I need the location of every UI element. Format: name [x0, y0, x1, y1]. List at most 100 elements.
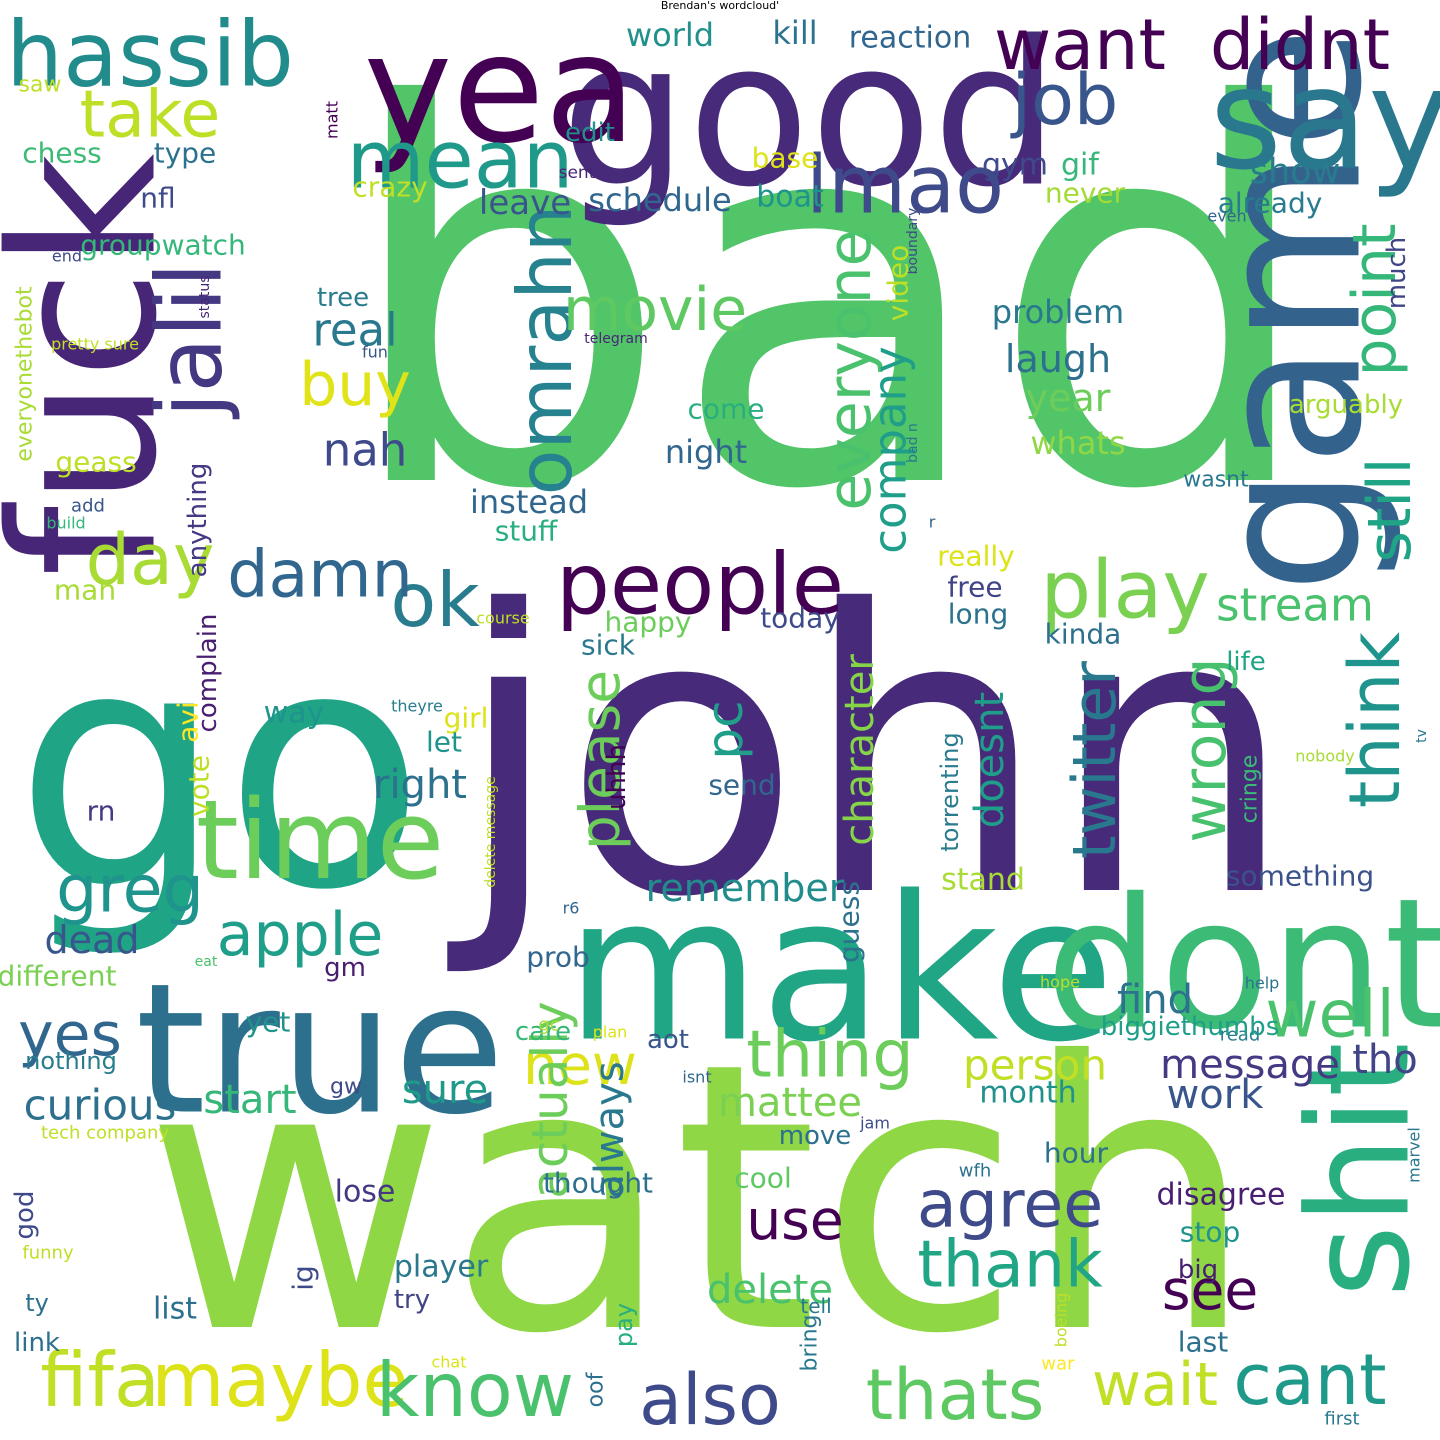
word-video: video — [882, 245, 915, 321]
word-pretty-sure: pretty sure — [51, 335, 139, 354]
word-use: use — [746, 1188, 843, 1252]
word-wrong: wrong — [1170, 657, 1240, 842]
word-list: list — [153, 1292, 197, 1327]
word-people: people — [556, 536, 844, 635]
word-long: long — [948, 598, 1008, 631]
word-marvel: marvel — [1405, 1127, 1424, 1183]
word-end: end — [52, 247, 82, 266]
word-lmao: lmao — [806, 139, 1004, 232]
word-move: move — [779, 1121, 852, 1151]
word-thats: thats — [866, 1354, 1045, 1436]
word-aot: aot — [647, 1025, 689, 1055]
word-character: character — [837, 654, 883, 846]
word-whats: whats — [1030, 424, 1125, 462]
word-chess: chess — [22, 137, 102, 170]
word-cringe: cringe — [1238, 755, 1263, 824]
word-time: time — [196, 776, 445, 904]
word-fuck: fuck — [0, 153, 202, 576]
word-telegram: telegram — [584, 331, 647, 347]
word-say: say — [1209, 39, 1440, 202]
word-funny: funny — [22, 1243, 74, 1264]
word-work: work — [1167, 1072, 1265, 1118]
word-job: job — [1010, 59, 1119, 141]
word-try: try — [394, 1285, 430, 1315]
word-buy: buy — [299, 350, 411, 420]
word-biggiethumbs: biggiethumbs — [1101, 1012, 1279, 1042]
word-base: base — [752, 142, 819, 175]
word-everyone: everyone — [815, 229, 885, 510]
word-thank: thank — [917, 1228, 1103, 1303]
word-let: let — [426, 726, 462, 759]
word-disagree: disagree — [1156, 1178, 1285, 1213]
word-show: show — [1250, 152, 1340, 192]
word-true: true — [135, 946, 504, 1155]
word-ig: ig — [287, 1265, 320, 1291]
word-boundary: boundary — [905, 208, 921, 275]
word-yea: yea — [364, 3, 637, 177]
word-fifa: fifa — [40, 1336, 160, 1424]
word-care: care — [515, 1017, 571, 1047]
word-ok: ok — [390, 556, 480, 644]
word-chat: chat — [431, 1353, 466, 1372]
word-always: always — [587, 1061, 633, 1198]
word-anything: anything — [183, 463, 213, 578]
word-player: player — [394, 1250, 489, 1285]
word-crazy: crazy — [352, 171, 427, 204]
word-nothing: nothing — [25, 1047, 117, 1075]
word-r6: r6 — [563, 899, 580, 918]
word-dead: dead — [45, 918, 140, 962]
word-today: today — [760, 602, 840, 635]
word-real: real — [312, 304, 397, 357]
word-way: way — [264, 696, 325, 731]
word-hope: hope — [1040, 973, 1080, 992]
word-gm: gm — [324, 953, 366, 983]
word-leave: leave — [479, 183, 571, 223]
word-come: come — [687, 393, 764, 426]
word-nfl: nfl — [140, 182, 175, 215]
word-schedule: schedule — [588, 181, 731, 219]
word-please: please — [568, 670, 632, 850]
word-torrenting: torrenting — [936, 732, 964, 851]
word-new: new — [523, 1033, 637, 1097]
word-wfh: wfh — [959, 1161, 991, 1182]
word-stop: stop — [1180, 1216, 1240, 1249]
word-kill: kill — [772, 14, 817, 52]
word-sure: sure — [402, 1067, 488, 1113]
word-right: right — [373, 762, 467, 808]
word-cant: cant — [1233, 1339, 1386, 1421]
word-didnt: didnt — [1210, 4, 1390, 86]
word-mean: mean — [347, 114, 574, 207]
word-big: big — [1178, 1255, 1218, 1285]
chart-title: Brendan's wordcloud' — [660, 0, 780, 12]
word-course: course — [476, 609, 529, 628]
word-still: still — [1355, 458, 1425, 563]
word-groupwatch: groupwatch — [80, 229, 246, 262]
word-omrahn: omrahn — [501, 205, 589, 496]
word-jalil: jalil — [138, 262, 243, 419]
word-day: day — [86, 519, 215, 601]
word-plan: plan — [593, 1023, 628, 1042]
word-boat: boat — [756, 180, 824, 215]
word-gym: gym — [982, 148, 1048, 183]
word-different: different — [0, 960, 116, 993]
word-make: make — [565, 854, 1114, 1087]
word-stand: stand — [941, 863, 1025, 898]
word-know: know — [376, 1346, 574, 1434]
word-gc: gc — [538, 1015, 559, 1036]
word-really: really — [937, 540, 1014, 573]
word-shit: shit — [1279, 1042, 1440, 1297]
word-see: see — [1162, 1258, 1258, 1322]
word-person: person — [963, 1041, 1107, 1090]
word-wasnt: wasnt — [1183, 468, 1249, 493]
word-avi: avi — [172, 701, 205, 743]
word-send: send — [708, 769, 775, 802]
word-last: last — [1178, 1326, 1229, 1359]
word-also: also — [639, 1359, 781, 1440]
word-even: even — [1207, 207, 1246, 226]
word-thought: thought — [543, 1167, 653, 1200]
word-world: world — [626, 16, 714, 54]
word-dont: dont — [1045, 861, 1440, 1070]
word-john: john — [442, 528, 1296, 982]
word-complain: complain — [193, 614, 223, 733]
